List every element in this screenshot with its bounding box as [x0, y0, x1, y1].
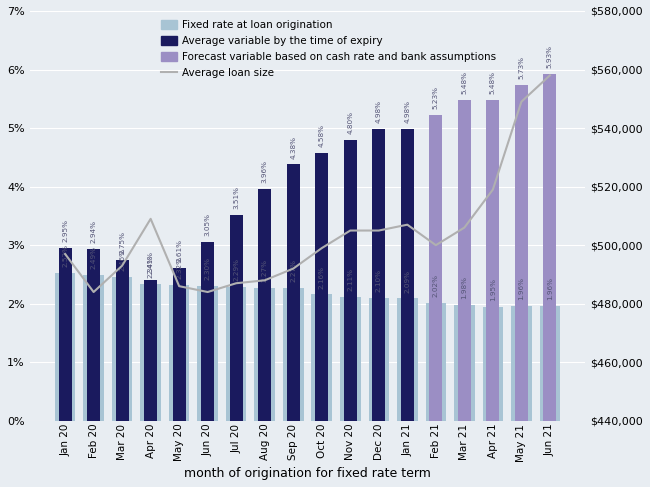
Bar — [226, 287, 246, 421]
Bar — [543, 74, 556, 421]
Bar — [454, 305, 474, 421]
Bar — [287, 165, 300, 421]
Average loan size — [517, 99, 525, 105]
Text: 2.27%: 2.27% — [262, 259, 268, 282]
Text: 2.11%: 2.11% — [347, 268, 354, 291]
Text: 2.94%: 2.94% — [90, 220, 97, 243]
Text: 5.93%: 5.93% — [547, 45, 553, 68]
Bar — [426, 302, 446, 421]
Bar — [511, 306, 532, 421]
Bar — [83, 275, 104, 421]
Average loan size — [546, 73, 554, 78]
Bar — [458, 100, 471, 421]
Bar — [311, 294, 332, 421]
Text: 4.58%: 4.58% — [318, 124, 325, 147]
Text: 5.73%: 5.73% — [519, 56, 525, 79]
Text: 3.05%: 3.05% — [205, 213, 211, 236]
Bar — [173, 268, 186, 421]
Average loan size — [460, 225, 468, 230]
Average loan size — [176, 283, 183, 289]
Text: 2.27%: 2.27% — [291, 259, 296, 282]
Average loan size — [289, 266, 297, 272]
Bar — [144, 280, 157, 421]
Text: 4.38%: 4.38% — [291, 135, 296, 158]
Bar — [482, 307, 503, 421]
Text: 1.96%: 1.96% — [547, 277, 553, 300]
Text: 2.10%: 2.10% — [376, 269, 382, 292]
Text: 2.49%: 2.49% — [90, 246, 97, 269]
Bar — [515, 85, 528, 421]
Bar — [87, 249, 100, 421]
Text: 2.30%: 2.30% — [205, 257, 211, 281]
Bar — [369, 298, 389, 421]
Bar — [140, 284, 161, 421]
Average loan size — [432, 242, 440, 248]
Bar — [372, 129, 385, 421]
Bar — [283, 288, 304, 421]
Bar — [540, 306, 560, 421]
Text: 3.51%: 3.51% — [233, 187, 239, 209]
Text: 3.96%: 3.96% — [262, 160, 268, 183]
Bar — [486, 100, 499, 421]
Text: 2.61%: 2.61% — [176, 239, 182, 262]
Text: 4.98%: 4.98% — [376, 100, 382, 123]
Bar — [55, 273, 75, 421]
Text: 2.09%: 2.09% — [404, 270, 410, 293]
Bar — [315, 152, 328, 421]
Text: 2.75%: 2.75% — [119, 231, 125, 254]
Average loan size — [489, 187, 497, 192]
Text: 5.48%: 5.48% — [490, 71, 496, 94]
Average loan size — [318, 245, 326, 251]
Average loan size — [232, 281, 240, 286]
Text: 2.95%: 2.95% — [62, 219, 68, 242]
Text: 2.29%: 2.29% — [233, 258, 239, 281]
Average loan size — [147, 216, 155, 222]
Bar — [254, 288, 275, 421]
Bar — [112, 277, 133, 421]
Text: 2.41%: 2.41% — [148, 251, 153, 274]
Bar — [340, 297, 361, 421]
Bar — [230, 215, 242, 421]
Average loan size — [204, 289, 212, 295]
Legend: Fixed rate at loan origination, Average variable by the time of expiry, Forecast: Fixed rate at loan origination, Average … — [157, 16, 500, 82]
Average loan size — [404, 222, 411, 227]
X-axis label: month of origination for fixed rate term: month of origination for fixed rate term — [184, 467, 431, 480]
Bar — [116, 260, 129, 421]
Average loan size — [61, 251, 69, 257]
Text: 1.98%: 1.98% — [462, 276, 467, 299]
Average loan size — [118, 263, 126, 269]
Bar — [202, 242, 214, 421]
Bar — [198, 286, 218, 421]
Text: 2.34%: 2.34% — [148, 255, 153, 278]
Text: 2.52%: 2.52% — [62, 244, 68, 267]
Average loan size — [375, 227, 383, 233]
Text: 2.02%: 2.02% — [433, 274, 439, 297]
Average loan size — [261, 278, 268, 283]
Bar — [258, 189, 271, 421]
Average loan size — [346, 227, 354, 233]
Bar — [401, 129, 414, 421]
Text: 2.32%: 2.32% — [176, 256, 182, 279]
Bar — [344, 140, 357, 421]
Text: 1.95%: 1.95% — [490, 278, 496, 301]
Bar — [430, 114, 442, 421]
Text: 2.46%: 2.46% — [119, 248, 125, 271]
Average loan size — [90, 289, 97, 295]
Bar — [397, 299, 417, 421]
Text: 1.96%: 1.96% — [519, 277, 525, 300]
Line: Average loan size: Average loan size — [65, 75, 550, 292]
Text: 4.98%: 4.98% — [404, 100, 410, 123]
Bar — [169, 285, 189, 421]
Text: 4.80%: 4.80% — [347, 111, 354, 134]
Bar — [58, 248, 72, 421]
Text: 5.23%: 5.23% — [433, 86, 439, 109]
Text: 2.16%: 2.16% — [318, 265, 325, 288]
Text: 5.48%: 5.48% — [462, 71, 467, 94]
